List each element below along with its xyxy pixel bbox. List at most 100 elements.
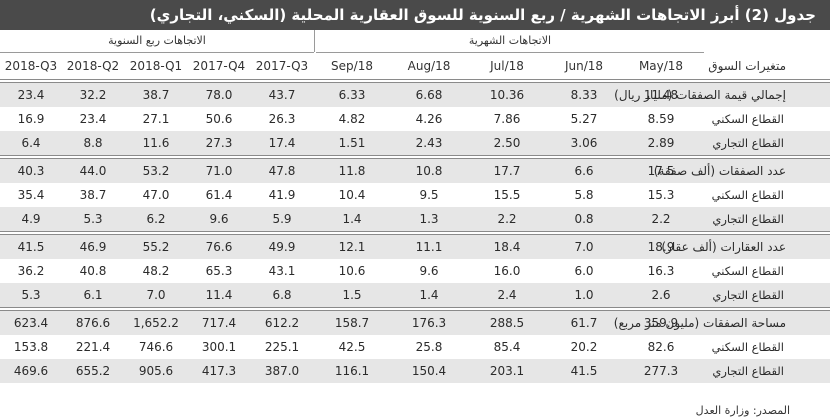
table-cell: 5.3 bbox=[62, 207, 124, 232]
table-cell: 41.9 bbox=[268, 188, 296, 202]
table-cell: 42.5 bbox=[338, 340, 366, 354]
column-header: Aug/18 bbox=[407, 59, 451, 73]
table-cell: 16.0 bbox=[493, 264, 521, 278]
metric-label: إجمالي قيمة الصفقات (مليار ريال) bbox=[614, 82, 830, 107]
table-cell: 65.3 bbox=[205, 264, 233, 278]
table-body: 2018-Q3 2018-Q2 2018-Q1 2017-Q4 2017-Q3 … bbox=[0, 53, 830, 383]
table-cell: 6.68 bbox=[390, 82, 468, 107]
table-cell: 15.3 bbox=[647, 188, 675, 202]
table-row: 4.9 5.3 6.2 9.6 5.9 1.4 1.3 2.2 0.8 2.2 القطاع الت… bbox=[0, 207, 830, 232]
table-row: 623.4 876.6 1,652.2 717.4 612.2 158.7 176.3 288… bbox=[0, 310, 830, 335]
table-row: 5.3 6.1 7.0 11.4 6.8 1.5 1.4 2.4 1.0 2.6 القطاع ال… bbox=[0, 283, 830, 308]
table-cell: 10.6 bbox=[338, 264, 366, 278]
table-cell: 11.4 bbox=[188, 283, 250, 308]
table-cell: 116.1 bbox=[314, 359, 390, 383]
market-variables-table: 2018-Q3 2018-Q2 2018-Q1 2017-Q4 2017-Q3 … bbox=[0, 53, 830, 383]
sector-label: القطاع التجاري bbox=[700, 359, 830, 383]
table-cell: 8.33 bbox=[546, 82, 622, 107]
table-cell: 1.5 bbox=[314, 283, 390, 308]
sector-label: القطاع السكني bbox=[711, 264, 784, 278]
table-cell: 387.0 bbox=[250, 359, 314, 383]
table-cell: 38.7 bbox=[124, 82, 188, 107]
table-cell: 1.3 bbox=[390, 207, 468, 232]
table-cell: 2.2 bbox=[468, 207, 546, 232]
table-cell: 2.6 bbox=[622, 283, 700, 308]
table-cell: 876.6 bbox=[62, 310, 124, 335]
column-header: Jun/18 bbox=[564, 59, 604, 73]
table-cell: 4.9 bbox=[0, 207, 62, 232]
table-cell: 6.8 bbox=[250, 283, 314, 308]
table-cell: 153.8 bbox=[13, 340, 49, 354]
group-separator bbox=[0, 307, 830, 311]
table-cell: 150.4 bbox=[390, 359, 468, 383]
table-cell: 6.6 bbox=[546, 158, 622, 183]
table-cell: 12.1 bbox=[314, 234, 390, 259]
quarterly-trends-heading: الاتجاهات ربع السنوية bbox=[0, 30, 314, 53]
table-cell: 20.2 bbox=[570, 340, 598, 354]
column-header: May/18 bbox=[638, 59, 684, 73]
separator-rule bbox=[0, 155, 830, 159]
table-cell: 1.51 bbox=[314, 131, 390, 156]
table-row: 35.4 38.7 47.0 61.4 41.9 10.4 9.5 15.5 5.8 15.3 ال… bbox=[0, 183, 830, 207]
table-cell: 41.5 bbox=[0, 234, 62, 259]
table-cell: 9.5 bbox=[419, 188, 439, 202]
table-cell: 27.1 bbox=[142, 112, 170, 126]
table-cell: 9.6 bbox=[188, 207, 250, 232]
table-cell: 0.8 bbox=[546, 207, 622, 232]
table-cell: 6.1 bbox=[62, 283, 124, 308]
table-cell: 905.6 bbox=[124, 359, 188, 383]
table-cell: 1.0 bbox=[546, 283, 622, 308]
table-cell: 11.6 bbox=[124, 131, 188, 156]
table-cell: 717.4 bbox=[188, 310, 250, 335]
table-cell: 26.3 bbox=[268, 112, 296, 126]
sector-label: القطاع السكني bbox=[711, 340, 784, 354]
table-cell: 221.4 bbox=[75, 340, 111, 354]
table-cell: 4.82 bbox=[338, 112, 366, 126]
table-row: 23.432.238.778.043.76.336.6810.368.3311.… bbox=[0, 82, 830, 107]
table-cell: 61.7 bbox=[546, 310, 622, 335]
table-cell: 5.9 bbox=[250, 207, 314, 232]
table-cell: 41.5 bbox=[546, 359, 622, 383]
table-cell: 11.48 bbox=[622, 82, 700, 107]
table-cell: 46.9 bbox=[62, 234, 124, 259]
table-cell: 1.4 bbox=[390, 283, 468, 308]
table-cell: 11.1 bbox=[390, 234, 468, 259]
table-cell: 623.4 bbox=[0, 310, 62, 335]
table-cell: 76.6 bbox=[188, 234, 250, 259]
column-header-row: 2018-Q3 2018-Q2 2018-Q1 2017-Q4 2017-Q3 … bbox=[0, 53, 830, 80]
table-cell: 10.36 bbox=[468, 82, 546, 107]
table-cell: 5.27 bbox=[570, 112, 598, 126]
table-cell: 6.33 bbox=[314, 82, 390, 107]
table-cell: 36.2 bbox=[17, 264, 45, 278]
table-cell: 158.7 bbox=[314, 310, 390, 335]
table-cell: 203.1 bbox=[468, 359, 546, 383]
table-cell: 655.2 bbox=[62, 359, 124, 383]
table-cell: 2.2 bbox=[622, 207, 700, 232]
separator-rule bbox=[0, 79, 830, 83]
table-cell: 6.2 bbox=[124, 207, 188, 232]
table-cell: 43.1 bbox=[268, 264, 296, 278]
table-cell: 43.7 bbox=[250, 82, 314, 107]
table-cell: 359.9 bbox=[622, 310, 700, 335]
sector-label: القطاع التجاري bbox=[700, 283, 830, 308]
table-row: 40.344.053.271.047.811.810.817.76.617.5ع… bbox=[0, 158, 830, 183]
table-cell: 7.0 bbox=[546, 234, 622, 259]
column-header: 2017-Q4 bbox=[192, 59, 246, 73]
table-cell: 23.4 bbox=[0, 82, 62, 107]
table-cell: 25.8 bbox=[415, 340, 443, 354]
table-cell: 16.9 bbox=[17, 112, 45, 126]
table-cell: 6.4 bbox=[0, 131, 62, 156]
table-row: 36.2 40.8 48.2 65.3 43.1 10.6 9.6 16.0 6.0 16.3 ال… bbox=[0, 259, 830, 283]
monthly-trends-heading: الاتجاهات الشهرية bbox=[316, 30, 704, 53]
section-divider bbox=[314, 30, 315, 52]
table-cell: 176.3 bbox=[390, 310, 468, 335]
table-cell: 1.4 bbox=[314, 207, 390, 232]
column-header: Sep/18 bbox=[331, 59, 373, 73]
group-separator bbox=[0, 155, 830, 159]
table-cell: 47.8 bbox=[250, 158, 314, 183]
table-cell: 4.26 bbox=[415, 112, 443, 126]
table-cell: 18.4 bbox=[468, 234, 546, 259]
table-cell: 48.2 bbox=[142, 264, 170, 278]
table-cell: 71.0 bbox=[188, 158, 250, 183]
